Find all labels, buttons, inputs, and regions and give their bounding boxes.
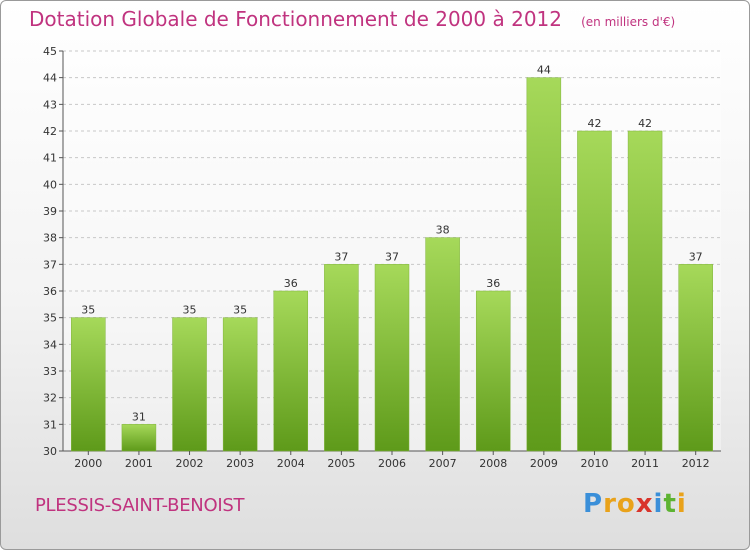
bar (678, 264, 713, 452)
proxiti-logo: Proxiti (583, 489, 687, 519)
x-tick-label: 2000 (74, 457, 102, 470)
bar (222, 317, 258, 452)
x-tick-label: 2009 (530, 457, 558, 470)
y-tick-label: 42 (43, 125, 57, 138)
data-label: 42 (638, 117, 652, 130)
logo-letter: P (583, 489, 604, 519)
bar (374, 264, 410, 452)
y-tick-label: 37 (43, 258, 57, 271)
data-label: 37 (334, 250, 348, 263)
x-tick-label: 2003 (226, 457, 254, 470)
chart-unit: (en milliers d'€) (581, 15, 676, 29)
data-label: 36 (486, 277, 500, 290)
chart-title-block: Dotation Globale de Fonctionnement de 20… (29, 7, 675, 31)
y-tick-label: 44 (43, 72, 57, 85)
x-tick-label: 2011 (631, 457, 659, 470)
y-tick-label: 30 (43, 445, 57, 458)
x-tick-label: 2010 (580, 457, 608, 470)
data-label: 38 (436, 224, 450, 237)
data-label: 36 (284, 277, 298, 290)
bar (324, 264, 359, 452)
bar (121, 424, 157, 452)
data-label: 35 (233, 304, 247, 317)
commune-name: PLESSIS-SAINT-BENOIST (35, 495, 245, 516)
y-tick-label: 32 (43, 392, 57, 405)
y-tick-label: 43 (43, 98, 57, 111)
logo-letter: i (676, 489, 687, 519)
data-label: 37 (385, 250, 399, 263)
y-tick-label: 33 (43, 365, 57, 378)
y-tick-label: 35 (43, 312, 57, 325)
data-label: 37 (689, 250, 703, 263)
y-tick-label: 36 (43, 285, 57, 298)
y-tick-label: 39 (43, 205, 57, 218)
logo-letter: o (616, 489, 636, 519)
bar (475, 290, 511, 452)
y-tick-label: 40 (43, 178, 57, 191)
bar (71, 317, 106, 452)
x-tick-label: 2006 (378, 457, 406, 470)
y-tick-label: 31 (43, 418, 57, 431)
data-label: 44 (537, 64, 551, 77)
data-label: 42 (587, 117, 601, 130)
x-tick-label: 2007 (429, 457, 457, 470)
bar (627, 130, 663, 452)
bar (526, 77, 562, 452)
x-tick-label: 2001 (125, 457, 153, 470)
x-tick-label: 2005 (327, 457, 355, 470)
data-label: 35 (81, 304, 95, 317)
logo-letter: t (663, 489, 677, 519)
logo-letter: r (603, 489, 617, 519)
bar (172, 317, 207, 452)
y-tick-label: 41 (43, 152, 57, 165)
x-tick-label: 2008 (479, 457, 507, 470)
chart-title: Dotation Globale de Fonctionnement de 20… (29, 7, 562, 31)
bar (425, 237, 460, 452)
y-tick-label: 38 (43, 232, 57, 245)
logo-letter: i (653, 489, 664, 519)
logo-letter: x (635, 489, 654, 519)
y-tick-label: 34 (43, 338, 57, 351)
y-tick-label: 45 (43, 45, 57, 58)
x-tick-label: 2002 (176, 457, 204, 470)
bar (273, 290, 309, 452)
data-label: 31 (132, 410, 146, 423)
bar (577, 130, 612, 452)
x-tick-label: 2004 (277, 457, 305, 470)
data-label: 35 (183, 304, 197, 317)
x-tick-label: 2012 (682, 457, 710, 470)
